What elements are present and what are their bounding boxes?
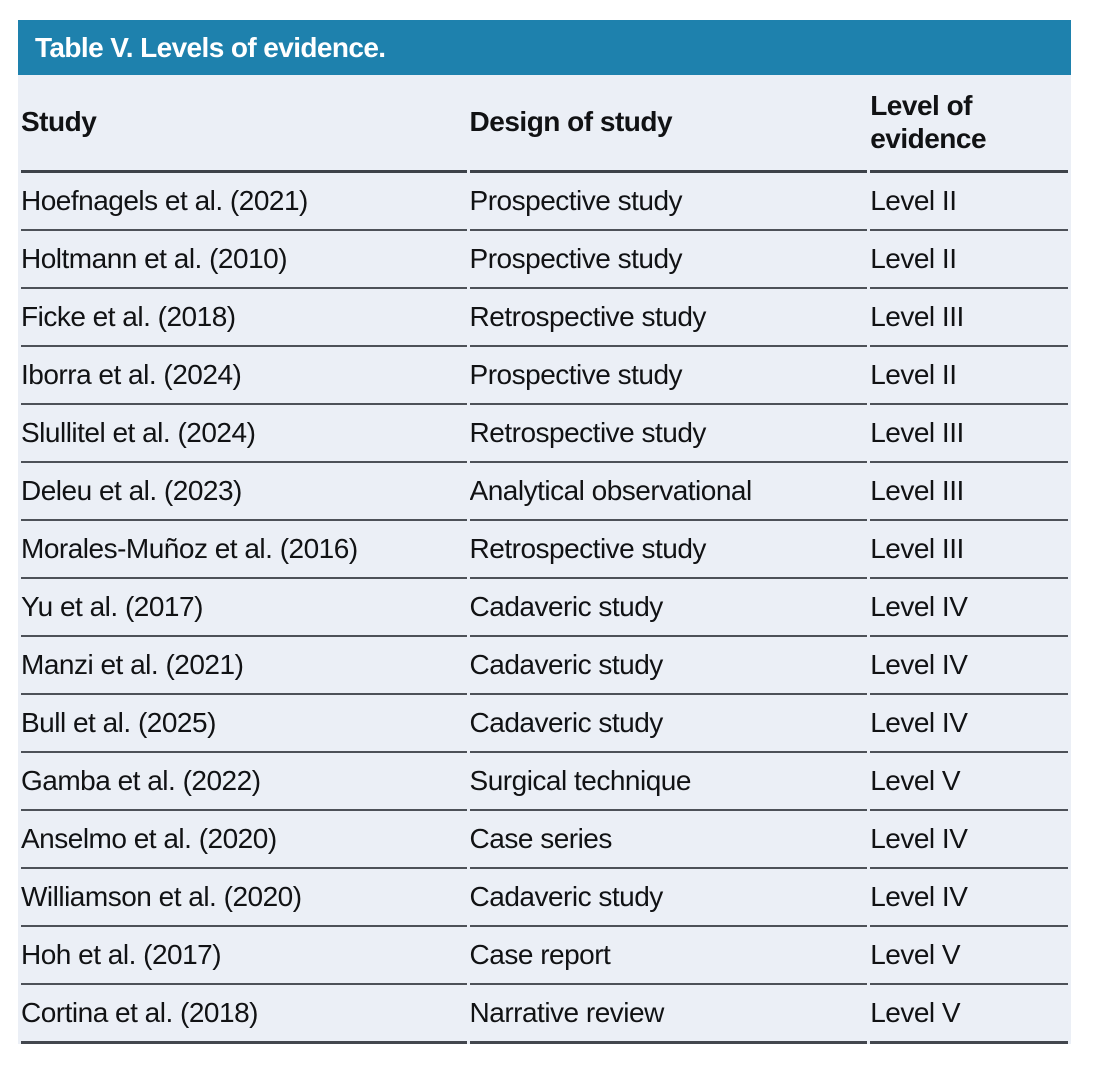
design-cell: Retrospective study [469,521,868,579]
evidence-level-cell: Level V [870,927,1068,985]
table-row: Deleu et al. (2023) Analytical observatio… [21,463,1068,521]
evidence-table-container: Table V. Levels of evidence. Study Desig… [18,20,1071,1044]
table-body: Hoefnagels et al. (2021) Prospective stud… [21,173,1068,1044]
column-header-evidence: Level of evidence [870,75,1068,173]
design-cell: Case report [469,927,868,985]
table-row: Holtmann et al. (2010) Prospective study L… [21,231,1068,289]
design-cell: Prospective study [469,347,868,405]
evidence-level-cell: Level IV [870,579,1068,637]
table-row: Hoefnagels et al. (2021) Prospective stud… [21,173,1068,231]
table-row: Bull et al. (2025) Cadaveric study Level I… [21,695,1068,753]
study-cell: Iborra et al. (2024) [21,347,467,405]
design-cell: Prospective study [469,231,868,289]
table-row: Iborra et al. (2024) Prospective study Lev… [21,347,1068,405]
evidence-level-cell: Level V [870,753,1068,811]
table-row: Cortina et al. (2018) Narrative review Lev… [21,985,1068,1044]
table-row: Hoh et al. (2017) Case report Level V [21,927,1068,985]
column-header-design: Design of study [469,75,868,173]
design-cell: Narrative review [469,985,868,1044]
design-cell: Cadaveric study [469,579,868,637]
table-row: Anselmo et al. (2020) Case series Level IV [21,811,1068,869]
table-row: Ficke et al. (2018) Retrospective study Le… [21,289,1068,347]
evidence-level-cell: Level II [870,347,1068,405]
table-header: Study Design of study Level of evidence [21,75,1068,173]
evidence-level-cell: Level IV [870,869,1068,927]
study-cell: Manzi et al. (2021) [21,637,467,695]
evidence-table: Study Design of study Level of evidence … [18,75,1071,1044]
study-cell: Cortina et al. (2018) [21,985,467,1044]
evidence-level-cell: Level IV [870,637,1068,695]
table-title: Table V. Levels of evidence. [35,31,386,63]
evidence-level-cell: Level III [870,521,1068,579]
design-cell: Analytical observational [469,463,868,521]
design-cell: Surgical technique [469,753,868,811]
table-row: Williamson et al. (2020) Cadaveric study L… [21,869,1068,927]
evidence-level-cell: Level III [870,463,1068,521]
study-cell: Ficke et al. (2018) [21,289,467,347]
study-cell: Bull et al. (2025) [21,695,467,753]
study-cell: Hoh et al. (2017) [21,927,467,985]
design-cell: Retrospective study [469,405,868,463]
evidence-level-cell: Level V [870,985,1068,1044]
design-cell: Cadaveric study [469,637,868,695]
study-cell: Gamba et al. (2022) [21,753,467,811]
study-cell: Anselmo et al. (2020) [21,811,467,869]
design-cell: Prospective study [469,173,868,231]
table-row: Slullitel et al. (2024) Retrospective stu… [21,405,1068,463]
design-cell: Case series [469,811,868,869]
design-cell: Cadaveric study [469,695,868,753]
table-title-band: Table V. Levels of evidence. [18,20,1071,75]
study-cell: Hoefnagels et al. (2021) [21,173,467,231]
evidence-level-cell: Level III [870,405,1068,463]
evidence-level-cell: Level III [870,289,1068,347]
table-row: Morales-Muñoz et al. (2016) Retrospective… [21,521,1068,579]
design-cell: Cadaveric study [469,869,868,927]
study-cell: Holtmann et al. (2010) [21,231,467,289]
evidence-level-cell: Level IV [870,811,1068,869]
study-cell: Slullitel et al. (2024) [21,405,467,463]
table-row: Yu et al. (2017) Cadaveric study Level IV [21,579,1068,637]
table-row: Gamba et al. (2022) Surgical technique Lev… [21,753,1068,811]
evidence-level-cell: Level II [870,231,1068,289]
design-cell: Retrospective study [469,289,868,347]
study-cell: Williamson et al. (2020) [21,869,467,927]
table-row: Manzi et al. (2021) Cadaveric study Level … [21,637,1068,695]
evidence-level-cell: Level IV [870,695,1068,753]
study-cell: Morales-Muñoz et al. (2016) [21,521,467,579]
column-header-study: Study [21,75,467,173]
study-cell: Yu et al. (2017) [21,579,467,637]
study-cell: Deleu et al. (2023) [21,463,467,521]
header-row: Study Design of study Level of evidence [21,75,1068,173]
evidence-level-cell: Level II [870,173,1068,231]
